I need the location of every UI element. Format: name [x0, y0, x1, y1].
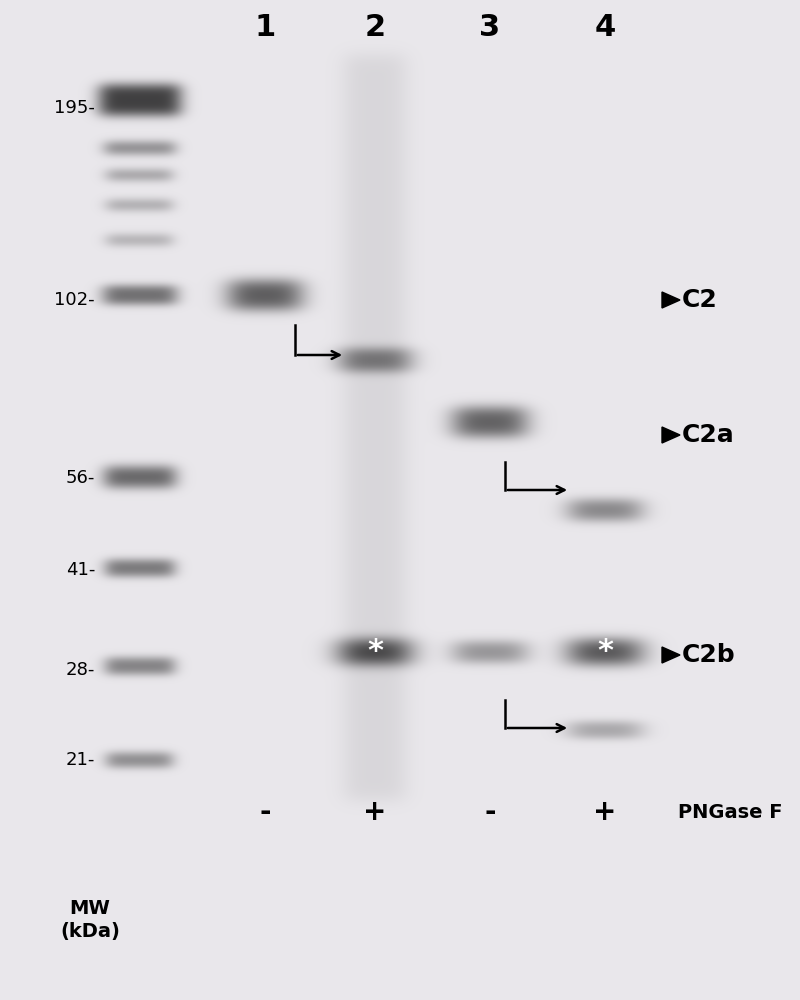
Text: 4: 4 [594, 13, 616, 42]
Text: C2a: C2a [682, 423, 734, 447]
Polygon shape [662, 427, 680, 443]
Text: 41-: 41- [66, 561, 95, 579]
Text: 102-: 102- [54, 291, 95, 309]
Text: *: * [597, 638, 613, 666]
Text: 195-: 195- [54, 99, 95, 117]
Text: *: * [367, 638, 383, 666]
Text: 3: 3 [479, 13, 501, 42]
Polygon shape [662, 292, 680, 308]
Text: 56-: 56- [66, 469, 95, 487]
Text: PNGase F: PNGase F [678, 802, 782, 822]
Text: -: - [484, 798, 496, 826]
Text: C2b: C2b [682, 643, 736, 667]
Text: C2: C2 [682, 288, 718, 312]
Text: 28-: 28- [66, 661, 95, 679]
Text: 1: 1 [254, 13, 276, 42]
Text: +: + [363, 798, 386, 826]
Text: +: + [594, 798, 617, 826]
Text: MW
(kDa): MW (kDa) [60, 900, 120, 940]
Text: 2: 2 [365, 13, 386, 42]
Text: 21-: 21- [66, 751, 95, 769]
Text: -: - [259, 798, 270, 826]
Polygon shape [662, 647, 680, 663]
